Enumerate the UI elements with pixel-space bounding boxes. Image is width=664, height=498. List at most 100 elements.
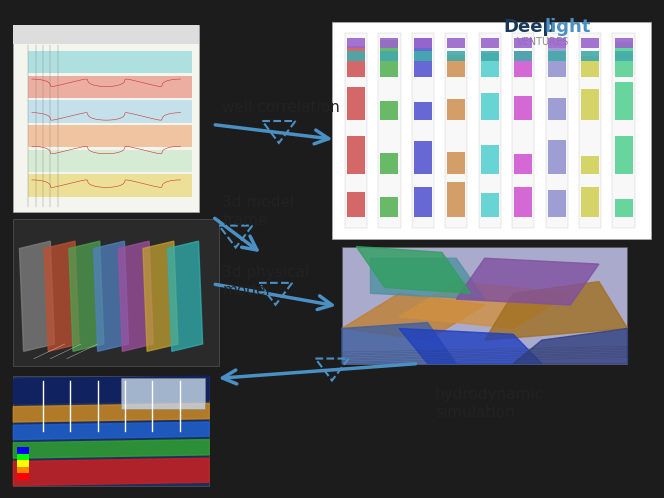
Bar — [548, 98, 566, 120]
Bar — [581, 56, 599, 77]
Bar — [612, 33, 635, 228]
Bar — [13, 25, 199, 212]
Text: VENTURES: VENTURES — [517, 37, 569, 47]
Polygon shape — [13, 376, 209, 403]
Bar — [481, 193, 499, 217]
Bar — [414, 51, 432, 61]
Bar — [515, 37, 532, 48]
Bar — [28, 51, 192, 73]
Bar — [347, 192, 365, 217]
Bar — [347, 37, 365, 48]
Text: 3d model
frame: 3d model frame — [222, 195, 295, 228]
Bar — [17, 454, 29, 460]
Bar — [13, 376, 209, 486]
Bar — [347, 46, 365, 77]
Bar — [414, 141, 432, 174]
Bar — [414, 187, 432, 217]
Bar — [581, 156, 599, 174]
Bar — [581, 51, 599, 61]
Bar — [581, 90, 599, 120]
Bar — [548, 140, 566, 174]
Polygon shape — [399, 329, 542, 364]
Bar — [481, 51, 499, 61]
Bar — [445, 33, 467, 228]
Bar — [548, 51, 566, 61]
Bar — [448, 37, 465, 48]
Bar — [412, 33, 434, 228]
Bar — [347, 87, 365, 120]
Bar — [448, 182, 465, 217]
Bar — [481, 145, 499, 174]
Polygon shape — [118, 241, 153, 352]
Bar — [515, 187, 532, 217]
Polygon shape — [13, 403, 209, 422]
Bar — [28, 149, 192, 172]
Text: light: light — [544, 18, 591, 36]
Bar — [17, 467, 29, 474]
Bar — [380, 153, 398, 174]
Bar — [546, 33, 568, 228]
Bar — [380, 51, 398, 61]
Polygon shape — [13, 458, 209, 486]
Bar — [579, 33, 602, 228]
Bar — [548, 48, 566, 77]
Bar — [332, 22, 651, 239]
Polygon shape — [69, 241, 104, 352]
Polygon shape — [456, 258, 599, 305]
Polygon shape — [342, 323, 456, 364]
Bar — [28, 174, 192, 197]
Bar — [548, 37, 566, 48]
Bar — [481, 53, 499, 77]
Polygon shape — [513, 329, 627, 364]
Bar — [17, 460, 29, 467]
Bar — [481, 37, 499, 48]
Bar — [345, 33, 367, 228]
Polygon shape — [13, 440, 209, 458]
Polygon shape — [356, 247, 470, 293]
Bar — [515, 51, 532, 61]
Bar — [17, 447, 29, 454]
Bar — [515, 96, 532, 120]
Bar — [414, 102, 432, 120]
Bar — [615, 136, 633, 174]
Bar — [28, 76, 192, 98]
Polygon shape — [19, 241, 54, 352]
Bar — [479, 33, 501, 228]
Polygon shape — [399, 282, 570, 329]
Bar — [414, 37, 432, 48]
Bar — [28, 125, 192, 147]
Bar — [414, 38, 432, 77]
Bar — [615, 37, 633, 48]
Bar — [121, 378, 205, 409]
Polygon shape — [13, 422, 209, 440]
Bar — [380, 37, 398, 48]
Polygon shape — [143, 241, 178, 352]
Polygon shape — [44, 241, 79, 352]
Bar — [615, 42, 633, 77]
Bar — [481, 93, 499, 120]
Polygon shape — [371, 258, 485, 299]
Bar — [347, 51, 365, 61]
Text: Deep: Deep — [503, 18, 556, 36]
Bar — [378, 33, 400, 228]
Bar — [515, 51, 532, 77]
Polygon shape — [485, 282, 627, 340]
Bar — [28, 100, 192, 123]
Text: 3d physical
model: 3d physical model — [222, 265, 309, 298]
Bar — [13, 25, 199, 43]
Polygon shape — [94, 241, 129, 352]
Bar — [380, 40, 398, 77]
Bar — [448, 55, 465, 77]
Bar — [615, 51, 633, 61]
Polygon shape — [342, 293, 485, 340]
Bar — [512, 33, 535, 228]
Text: well correlation: well correlation — [222, 100, 340, 115]
Bar — [448, 152, 465, 174]
Bar — [448, 99, 465, 120]
Text: hydrodynamic
simulation: hydrodynamic simulation — [435, 387, 544, 420]
Bar — [448, 51, 465, 61]
Bar — [17, 474, 29, 480]
Bar — [13, 219, 219, 366]
Bar — [380, 197, 398, 217]
Bar — [548, 190, 566, 217]
